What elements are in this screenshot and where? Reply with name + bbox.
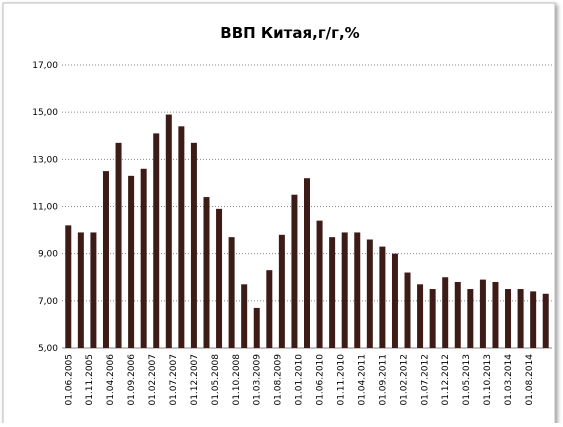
x-tick-label: 01.11.2010 (337, 354, 347, 406)
bar (417, 284, 424, 348)
bar (216, 208, 223, 348)
bar (153, 133, 160, 348)
x-tick-label: 01.04.2011 (357, 354, 367, 406)
x-tick-label: 01.09.2011 (378, 354, 388, 406)
x-tick-label: 01.12.2007 (190, 354, 200, 406)
bar (228, 237, 235, 348)
bar (354, 232, 361, 348)
bar (467, 289, 474, 348)
bar (530, 291, 537, 348)
bar (442, 277, 449, 348)
bar (329, 237, 336, 348)
bar (404, 272, 411, 348)
chart-frame (2, 2, 556, 427)
y-tick-label: 9,00 (38, 250, 58, 260)
x-tick-label: 01.07.2007 (169, 354, 179, 406)
bar (291, 194, 298, 348)
y-tick-label: 15,00 (32, 108, 58, 118)
bar (316, 220, 323, 348)
y-tick-label: 13,00 (32, 155, 58, 165)
bar (341, 232, 348, 348)
bar (190, 142, 197, 348)
x-tick-label: 01.06.2010 (316, 354, 326, 406)
bar (90, 232, 97, 348)
bar (65, 225, 72, 348)
bar (492, 281, 499, 348)
bar (115, 142, 122, 348)
bar (454, 281, 461, 348)
bar (165, 114, 172, 349)
x-tick-label: 01.03.2014 (504, 354, 514, 406)
x-tick-label: 01.01.2010 (295, 354, 305, 406)
bar (253, 307, 260, 348)
bar (366, 239, 373, 348)
x-tick-label: 01.12.2012 (441, 354, 451, 406)
x-tick-label: 01.09.2006 (127, 354, 137, 406)
x-tick-label: 01.08.2014 (525, 354, 535, 406)
chart-title: ВВП Китая,г/г,% (220, 24, 359, 42)
bar (128, 175, 135, 348)
bar (542, 293, 549, 348)
x-tick-label: 01.05.2008 (211, 354, 221, 406)
bar (178, 126, 185, 348)
x-tick-label: 01.02.2007 (148, 354, 158, 406)
bar (266, 270, 273, 348)
bar (479, 279, 486, 348)
x-tick-label: 01.10.2008 (232, 354, 242, 406)
bar (102, 171, 109, 348)
bar (505, 289, 512, 348)
bar (304, 178, 310, 348)
y-tick-label: 11,00 (32, 203, 58, 213)
x-tick-label: 01.02.2012 (399, 354, 409, 406)
bar (429, 289, 436, 348)
x-tick-label: 01.07.2012 (420, 354, 430, 406)
bar (241, 284, 248, 348)
x-tick-label: 01.03.2009 (253, 354, 263, 406)
bar (77, 232, 84, 348)
x-tick-label: 01.11.2005 (85, 354, 95, 406)
x-tick-label: 01.10.2013 (483, 354, 493, 406)
bar (391, 253, 398, 348)
y-tick-label: 5,00 (38, 344, 58, 354)
bar (140, 168, 147, 348)
x-tick-label: 01.06.2005 (64, 354, 74, 406)
bar (517, 289, 524, 348)
bar (203, 197, 210, 348)
x-tick-label: 01.08.2009 (274, 354, 284, 406)
x-tick-label: 01.05.2013 (462, 354, 472, 406)
bar (379, 246, 386, 348)
y-tick-label: 7,00 (38, 297, 58, 307)
x-tick-label: 01.04.2006 (106, 354, 116, 406)
bar (278, 234, 285, 348)
y-tick-label: 17,00 (32, 61, 58, 71)
